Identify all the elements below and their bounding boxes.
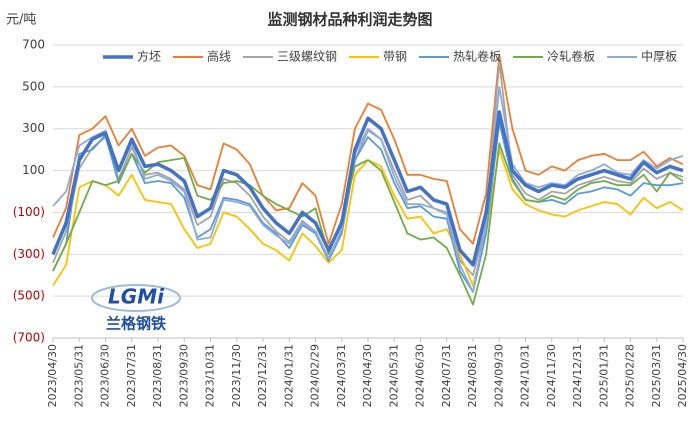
legend-label: 中厚板: [641, 49, 677, 64]
x-tick-label: 2023/10/31: [204, 344, 217, 407]
logo: LGMi 兰格钢铁: [91, 284, 181, 333]
y-tick-label: (300): [13, 247, 45, 261]
legend-label: 方坯: [137, 49, 161, 64]
x-tick-label: 2024/11/30: [545, 344, 558, 407]
x-tick-label: 2023/06/30: [99, 344, 112, 407]
legend-label: 冷轧卷板: [547, 49, 595, 64]
series-line: [52, 86, 684, 293]
x-tick-label: 2024/06/30: [414, 344, 427, 407]
x-tick-label: 2023/12/31: [256, 344, 269, 407]
y-tick-label: (500): [13, 289, 45, 303]
x-tick-label: 2024/10/31: [519, 344, 532, 407]
series-line: [52, 121, 684, 293]
logo-caption: 兰格钢铁: [106, 315, 166, 333]
x-tick-label: 2024/09/30: [492, 344, 505, 407]
x-tick-label: 2024/12/31: [571, 344, 584, 407]
x-tick-label: 2023/11/30: [230, 344, 243, 407]
x-tick-label: 2023/09/30: [177, 344, 190, 407]
y-tick-label: 700: [22, 38, 45, 52]
y-tick-label: (100): [13, 205, 45, 219]
x-tick-label: 2024/03/31: [335, 344, 348, 407]
x-tick-label: 2024/01/31: [282, 344, 295, 407]
y-axis-label: 元/吨: [6, 13, 36, 28]
series-line: [51, 110, 684, 267]
logo-ring: [91, 284, 181, 312]
logo-text: LGMi: [108, 285, 165, 309]
x-tick-label: 2025/01/31: [597, 344, 610, 407]
x-tick-label: 2025/04/30: [676, 344, 689, 407]
legend-label: 三级螺纹钢: [277, 50, 337, 64]
x-tick-label: 2024/08/31: [466, 344, 479, 407]
legend-label: 带钢: [383, 50, 407, 64]
series-line: [52, 60, 684, 277]
x-tick-label: 2023/08/31: [151, 344, 164, 407]
x-tick-label: 2024/04/30: [361, 344, 374, 407]
x-tick-label: 2024/02/29: [309, 344, 322, 407]
x-tick-label: 2024/05/31: [387, 344, 400, 407]
x-tick-label: 2023/05/31: [72, 344, 85, 407]
legend-label: 热轧卷板: [453, 49, 501, 64]
legend-label: 高线: [207, 49, 231, 64]
x-tick-label: 2025/03/31: [650, 344, 663, 407]
x-tick-label: 2023/04/30: [46, 344, 59, 407]
series-line: [52, 142, 684, 306]
y-tick-label: (700): [13, 331, 45, 345]
x-tick-label: 2023/07/31: [125, 344, 138, 407]
x-tick-label: 2024/07/31: [440, 344, 453, 407]
series-line: [52, 54, 684, 245]
y-tick-label: 300: [22, 121, 45, 135]
x-tick-label: 2025/02/28: [624, 344, 637, 407]
chart-title: 监测钢材品种利润走势图: [267, 11, 432, 29]
y-tick-label: 500: [22, 79, 45, 93]
y-tick-label: 100: [22, 163, 45, 177]
